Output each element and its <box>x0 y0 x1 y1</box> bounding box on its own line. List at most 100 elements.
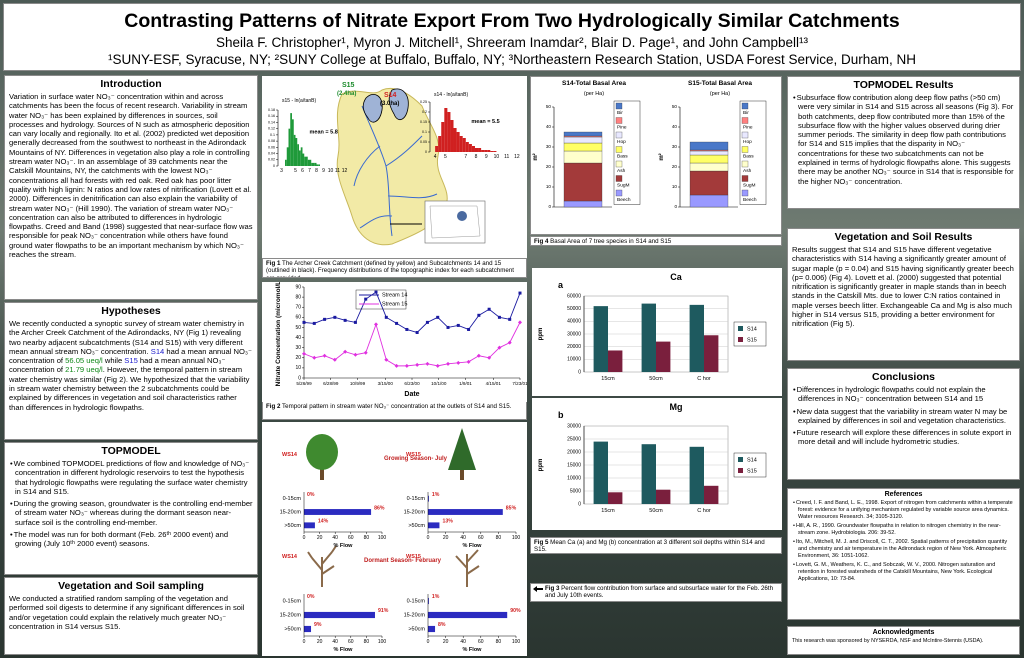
y-axis-label: m² <box>532 153 539 160</box>
section-title: TOPMODEL <box>101 445 161 457</box>
x-tick-label: 15cm <box>601 376 615 382</box>
x-tick-label: 100 <box>512 535 521 541</box>
bar <box>465 142 469 152</box>
bar <box>641 444 656 504</box>
caption-label: Fig 1 <box>266 260 281 267</box>
y-tick-label: 40 <box>295 335 301 341</box>
introduction: Introduction Variation in surface water … <box>4 75 258 300</box>
x-tick-label: 100 <box>512 639 521 645</box>
line <box>303 291 521 334</box>
value-label: 86% <box>374 505 385 511</box>
x-tick-label: 15cm <box>601 508 615 514</box>
marker <box>435 363 440 368</box>
tree-trunk <box>320 466 324 480</box>
caption: Fig 3 Percent flow contribution from sur… <box>530 583 782 602</box>
marker <box>332 357 337 362</box>
bar <box>318 164 320 166</box>
y-tick-label: 10 <box>546 184 552 189</box>
bar <box>292 119 294 166</box>
caption-text: Mean Ca (a) and Mg (b) concentration at … <box>534 539 765 554</box>
bar <box>490 151 494 152</box>
bar <box>441 122 445 152</box>
marker <box>374 322 378 327</box>
x-tick-label: 5 <box>444 154 447 160</box>
legend-swatch <box>741 131 749 139</box>
bar <box>487 150 491 152</box>
bar <box>656 489 671 504</box>
y-tick-label: 70 <box>295 305 301 311</box>
caption: Fig 2 Temporal pattern in stream water N… <box>262 402 527 420</box>
marker <box>384 315 388 319</box>
bullet: New data suggest that the variability in… <box>797 407 1015 426</box>
tree-trunk <box>460 468 464 480</box>
x-tick-label: 5/26/99 <box>296 381 312 386</box>
legend-swatch <box>741 175 749 182</box>
hbar-chart: WS15 0-15cm 1% 15-20cm 85% >50cm 13% 0 20 40 60 80 1… <box>404 452 521 549</box>
tree-icon <box>448 428 476 470</box>
map-figure: S15 (2.4ha) S14 (3.0ha) <box>262 76 527 258</box>
x-tick-label: 5 <box>294 168 297 174</box>
bar <box>459 136 463 152</box>
marker <box>404 363 409 368</box>
line-chart: 0 10 20 30 40 50 60 70 80 90 5/26/99 6/28/99 10/9/99… <box>262 282 527 402</box>
category-label: 15-20cm <box>280 612 302 618</box>
legend-label: SugM <box>743 183 756 189</box>
marker <box>384 357 389 362</box>
bar <box>689 446 704 504</box>
text-run: had a mean annual NO₃⁻ concentration of <box>9 346 252 366</box>
panel-letter: a <box>558 280 564 290</box>
bar <box>302 153 305 166</box>
value-label: 0% <box>307 594 315 600</box>
y-tick-label: 20000 <box>567 449 581 455</box>
x-tick-label: 0 <box>427 639 430 645</box>
stacked-bar-chart: S15-Total Basal Area (per Ha) m² 0 10 20 30 40 5… <box>658 80 767 209</box>
y-tick-label: 60 <box>295 315 301 321</box>
authors: Sheila F. Christopher¹, Myron J. Mitchel… <box>216 35 808 50</box>
season-label: Growing Season- July <box>384 456 448 462</box>
value-label: 9% <box>314 622 322 628</box>
reference: Ito, M., Mitchell, M. J. and Driscoll, C… <box>796 539 1015 560</box>
y-axis-label: Nitrate Concentration (micromol/L) <box>275 282 282 386</box>
y-tick-label: 0 <box>273 164 275 168</box>
x-tick-label: 8 <box>315 168 318 174</box>
legend-swatch <box>741 146 749 153</box>
x-tick-label: 11 <box>504 154 509 160</box>
bullet-list: Subsurface flow contribution along deep … <box>792 93 1015 186</box>
legend-label: Beech <box>743 197 757 203</box>
y-tick-label: 90 <box>295 284 301 290</box>
y-tick-label: 0 <box>425 150 427 154</box>
bullet: We combined TOPMODEL predictions of flow… <box>14 459 253 496</box>
text-run: while <box>102 356 125 366</box>
y-tick-label: 10 <box>672 184 678 189</box>
caption-text: Temporal pattern in stream water NO₃⁻ co… <box>280 403 512 410</box>
bar-segment <box>563 131 603 137</box>
caption-label: Fig 3 <box>545 585 560 592</box>
panel-title: WS15 <box>406 452 421 458</box>
x-tick-label: 20 <box>317 535 323 541</box>
bar <box>444 108 448 152</box>
category-label: >50cm <box>284 626 301 632</box>
bar <box>456 132 460 152</box>
value-label: 0% <box>307 492 315 498</box>
marker <box>343 318 347 322</box>
y-tick-label: 0.1 <box>270 133 275 137</box>
y-tick-label: 0 <box>298 375 301 381</box>
legend-swatch <box>741 160 749 168</box>
bar <box>304 611 375 619</box>
x-tick-label: 7 <box>464 154 467 160</box>
legend-label: Bass <box>743 154 754 160</box>
x-tick-label: 60 <box>478 535 484 541</box>
y-tick-label: 0.08 <box>268 139 275 143</box>
bar <box>293 134 296 166</box>
value-label: 13% <box>442 519 453 525</box>
x-tick-label: 6 <box>301 168 304 174</box>
reference: Creed, I. F. and Band, L. E., 1998. Expo… <box>796 500 1015 521</box>
marker <box>518 291 522 295</box>
x-axis-label: % Flow <box>463 647 483 653</box>
y-tick-label: 0.25 <box>420 100 427 104</box>
marker <box>312 321 316 325</box>
bar <box>304 156 306 166</box>
map-label: S15 <box>342 82 355 89</box>
x-tick-label: 1/9/01 <box>459 381 472 386</box>
marker <box>456 360 461 365</box>
